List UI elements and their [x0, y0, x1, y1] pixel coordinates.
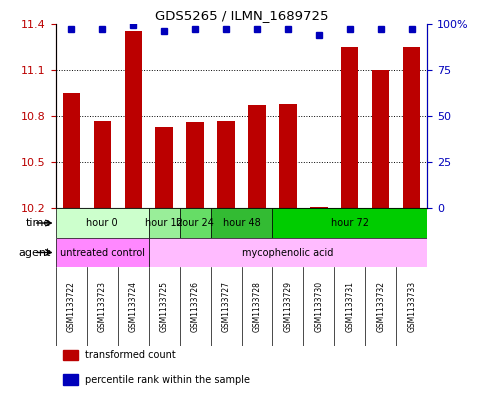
Text: GSM1133728: GSM1133728	[253, 281, 261, 332]
Text: GSM1133733: GSM1133733	[408, 281, 416, 332]
Text: hour 12: hour 12	[145, 218, 183, 228]
Bar	[156, 127, 172, 208]
Text: untreated control: untreated control	[59, 248, 144, 257]
Bar	[56, 238, 149, 267]
Bar	[341, 47, 358, 208]
Bar	[211, 208, 272, 238]
Bar	[63, 374, 78, 384]
Text: GSM1133726: GSM1133726	[190, 281, 199, 332]
Bar	[56, 208, 149, 238]
Bar	[280, 104, 297, 208]
Title: GDS5265 / ILMN_1689725: GDS5265 / ILMN_1689725	[155, 9, 328, 22]
Text: transformed count: transformed count	[85, 350, 176, 360]
Text: hour 0: hour 0	[86, 218, 118, 228]
Bar	[180, 208, 211, 238]
Bar	[149, 238, 427, 267]
Text: GSM1133731: GSM1133731	[345, 281, 355, 332]
Text: GSM1133725: GSM1133725	[159, 281, 169, 332]
Bar	[311, 207, 327, 208]
Bar	[62, 93, 80, 208]
Bar	[149, 208, 180, 238]
Text: hour 72: hour 72	[331, 218, 369, 228]
Text: agent: agent	[18, 248, 51, 257]
Bar	[125, 31, 142, 208]
Text: time: time	[26, 218, 51, 228]
Text: GSM1133732: GSM1133732	[376, 281, 385, 332]
Text: hour 48: hour 48	[223, 218, 260, 228]
Text: GSM1133730: GSM1133730	[314, 281, 324, 332]
Bar	[217, 121, 235, 208]
Bar	[248, 105, 266, 208]
Text: GSM1133727: GSM1133727	[222, 281, 230, 332]
Text: mycophenolic acid: mycophenolic acid	[242, 248, 334, 257]
Bar	[186, 122, 203, 208]
Text: GSM1133724: GSM1133724	[128, 281, 138, 332]
Bar	[272, 208, 427, 238]
Text: GSM1133722: GSM1133722	[67, 281, 75, 332]
Bar	[403, 47, 421, 208]
Bar	[63, 350, 78, 360]
Text: GSM1133723: GSM1133723	[98, 281, 107, 332]
Text: percentile rank within the sample: percentile rank within the sample	[85, 375, 250, 385]
Bar	[372, 70, 389, 208]
Text: GSM1133729: GSM1133729	[284, 281, 293, 332]
Text: hour 24: hour 24	[176, 218, 214, 228]
Bar	[94, 121, 111, 208]
